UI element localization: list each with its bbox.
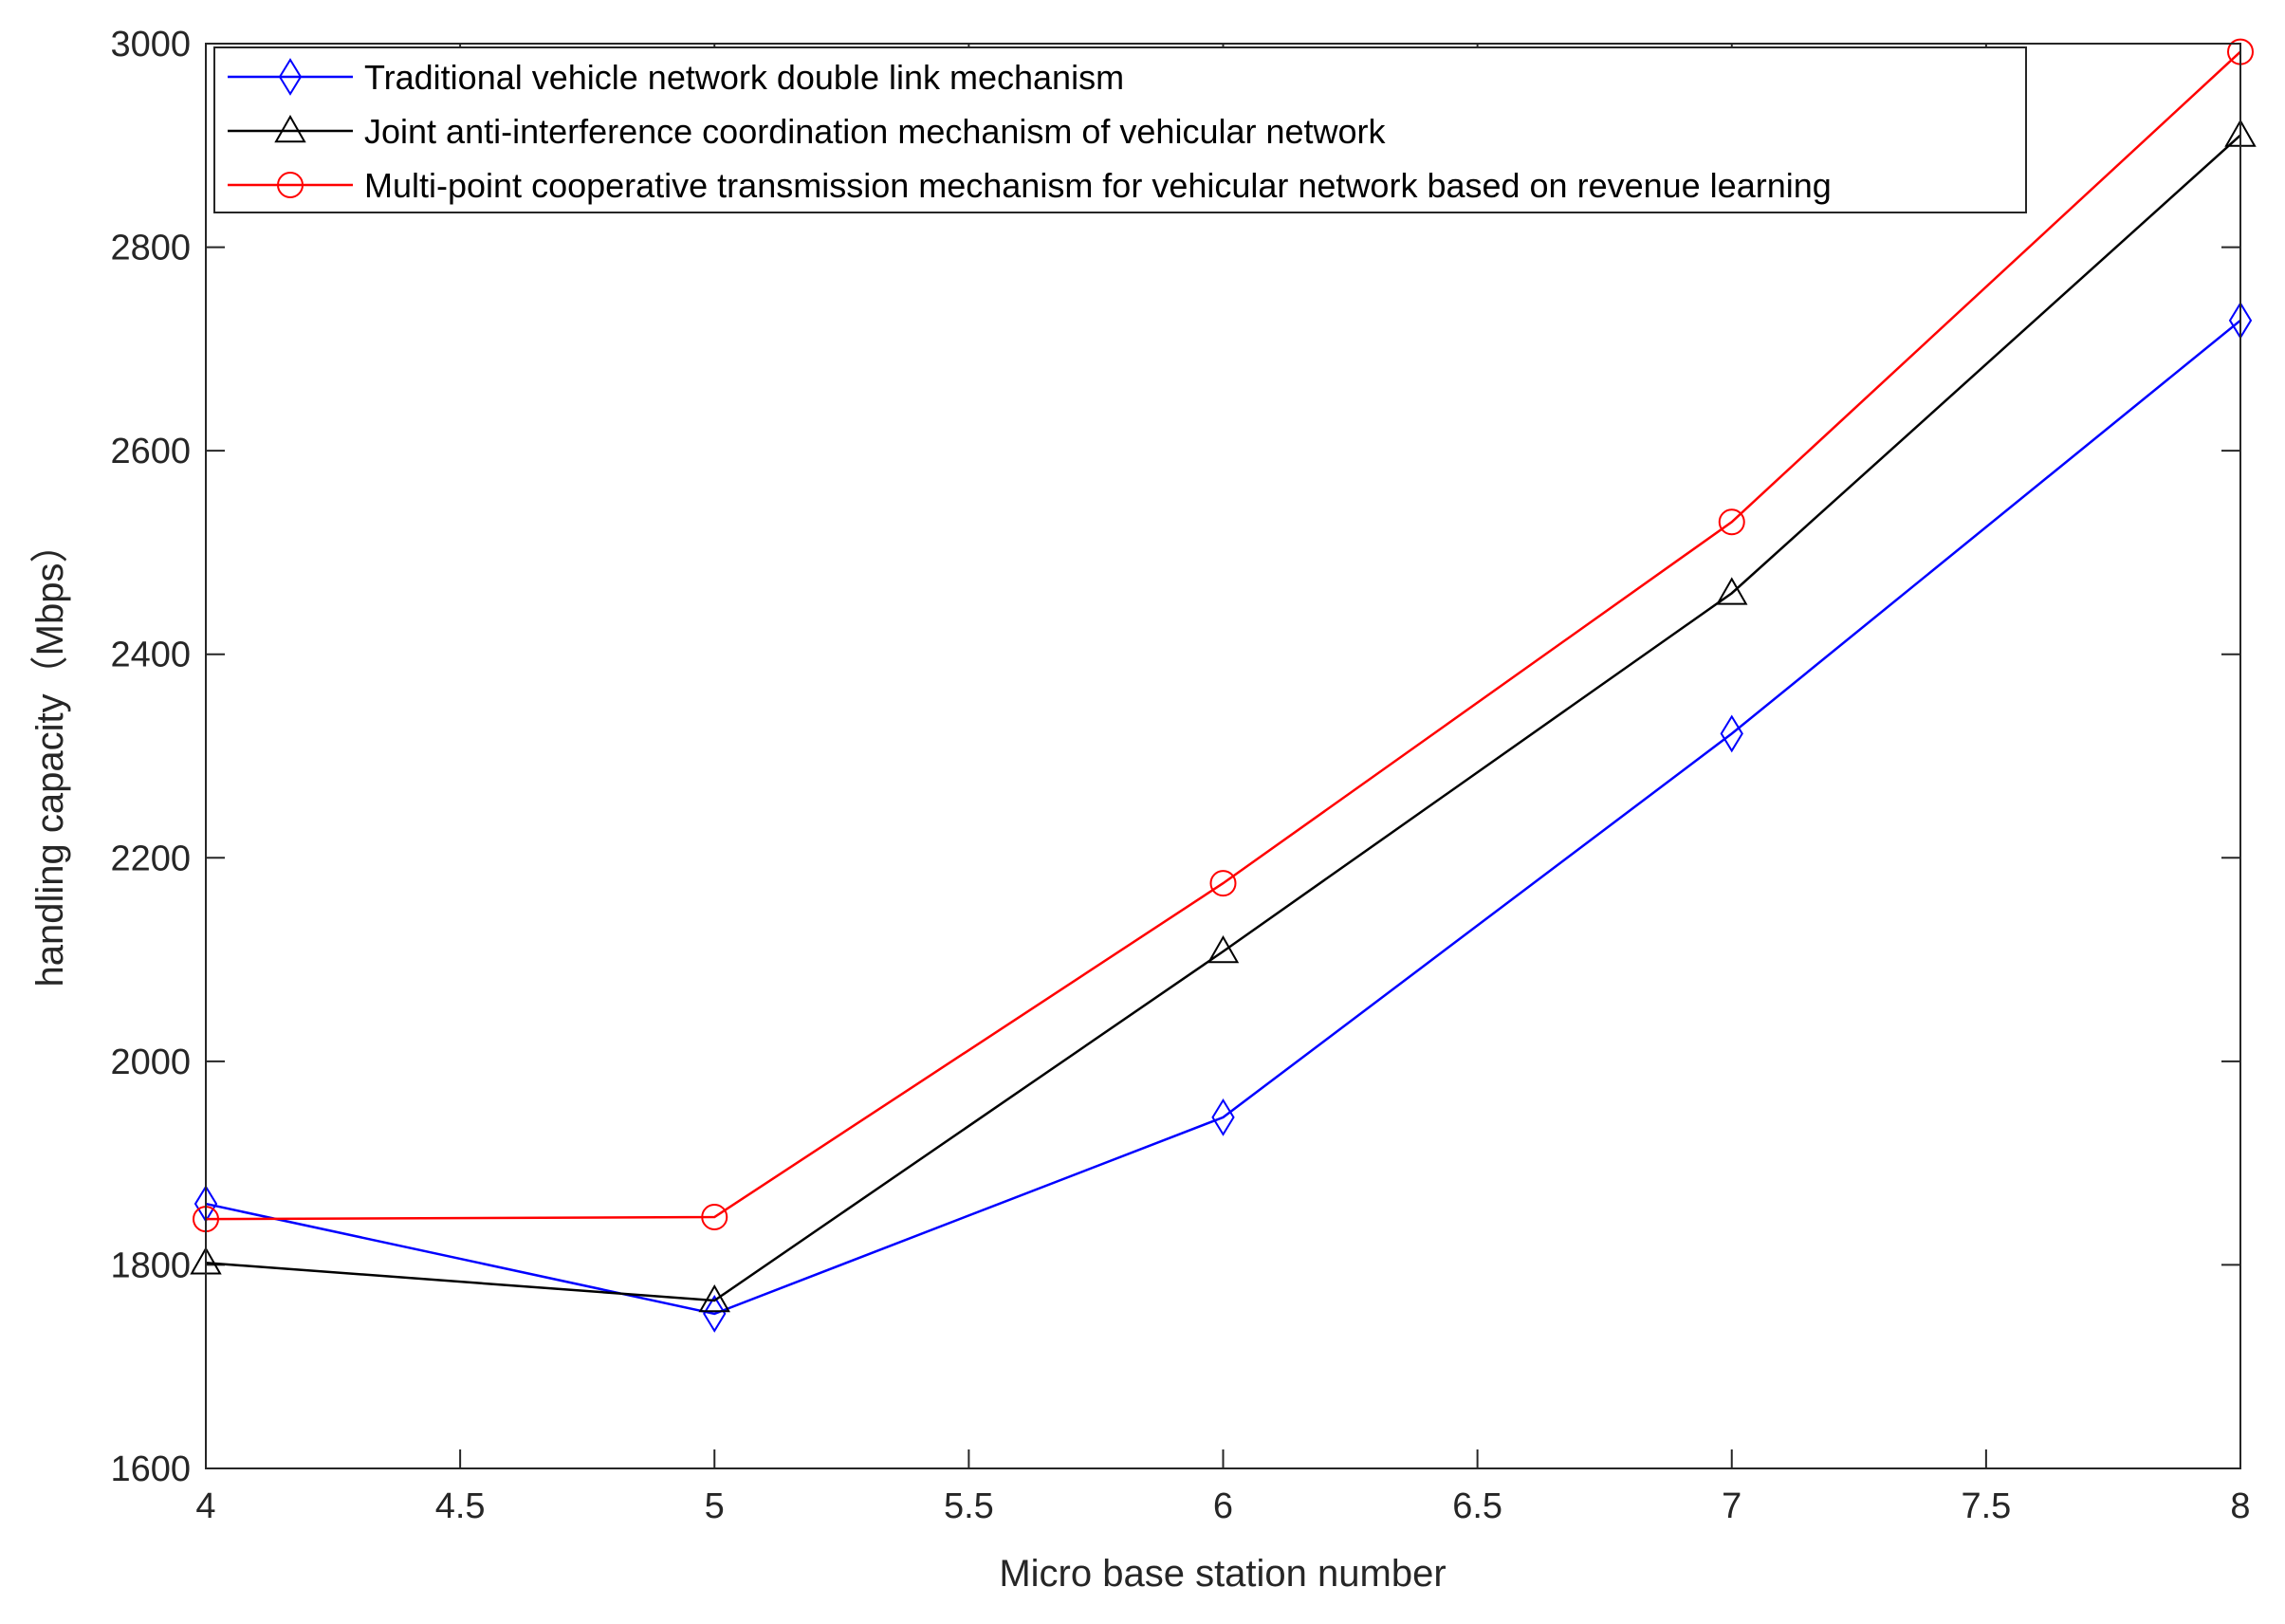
y-axis-label: handling capacity（Mbps） xyxy=(29,526,71,987)
series-layer xyxy=(190,38,2257,1333)
y-axis-ticks: 1600 1800 2000 2200 2400 2600 2800 3000 xyxy=(110,25,2240,1489)
legend-swatch-marker xyxy=(278,58,303,96)
data-point-triangle xyxy=(698,1283,730,1313)
legend-label: Joint anti-interference coordination mec… xyxy=(364,112,1387,151)
legend-label: Multi-point cooperative transmission mec… xyxy=(364,166,1832,205)
legend-item: Multi-point cooperative transmission mec… xyxy=(228,166,1832,205)
legend-label: Traditional vehicle network double link … xyxy=(364,58,1124,97)
y-tick-label: 2400 xyxy=(110,636,191,675)
y-tick-label: 2200 xyxy=(110,839,191,878)
data-point-circle xyxy=(701,1204,728,1231)
data-point-triangle xyxy=(1716,577,1748,605)
legend: Traditional vehicle network double link … xyxy=(213,46,2027,213)
x-tick-label: 7.5 xyxy=(1961,1486,2011,1526)
x-tick-label: 5.5 xyxy=(944,1486,994,1526)
x-tick-label: 6 xyxy=(1213,1486,1233,1526)
x-tick-label: 4.5 xyxy=(435,1486,486,1526)
x-tick-label: 4 xyxy=(195,1486,215,1526)
x-tick-label: 7 xyxy=(1722,1486,1741,1526)
y-tick-label: 1600 xyxy=(110,1449,191,1489)
x-tick-label: 5 xyxy=(705,1486,725,1526)
y-tick-label: 3000 xyxy=(110,25,191,65)
legend-box xyxy=(213,46,2027,213)
data-point-diamond xyxy=(703,1295,727,1333)
y-tick-label: 2800 xyxy=(110,229,191,268)
legend-item: Traditional vehicle network double link … xyxy=(228,58,1124,97)
data-point-diamond xyxy=(1211,1098,1235,1136)
plot-background xyxy=(206,44,2240,1468)
y-tick-label: 2000 xyxy=(110,1043,191,1082)
legend-swatch-marker xyxy=(277,172,304,198)
x-tick-label: 8 xyxy=(2230,1486,2250,1526)
y-tick-label: 1800 xyxy=(110,1246,191,1285)
series-line xyxy=(205,50,2241,1221)
series-line xyxy=(205,319,2241,1316)
plot-frame xyxy=(205,43,2241,1469)
data-point-triangle xyxy=(1207,934,1240,964)
x-axis-label: Micro base station number xyxy=(999,1553,1446,1595)
data-point-circle xyxy=(1209,870,1237,897)
data-point-diamond xyxy=(1720,714,1743,753)
legend-swatch-marker xyxy=(274,114,306,143)
data-point-circle xyxy=(1718,508,1745,536)
y-tick-label: 2600 xyxy=(110,432,191,471)
legend-item: Joint anti-interference coordination mec… xyxy=(228,112,1387,151)
series-line xyxy=(205,134,2241,1302)
x-tick-label: 6.5 xyxy=(1452,1486,1502,1526)
